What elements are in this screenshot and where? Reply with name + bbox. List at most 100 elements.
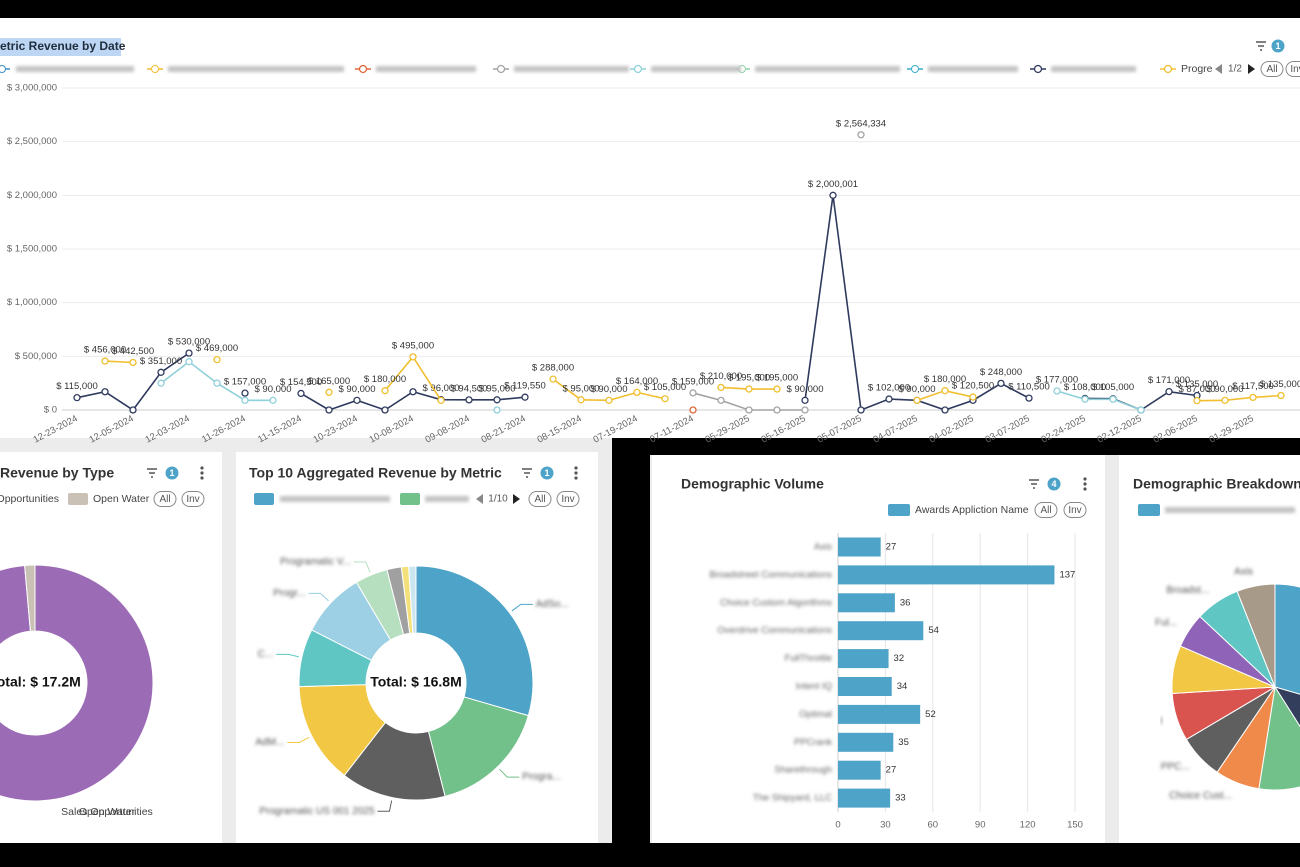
data-point <box>997 379 1005 388</box>
menu-dot[interactable] <box>200 476 204 480</box>
data-label: $ 248,000 <box>980 367 1022 378</box>
chart-title: etric Revenue by Date <box>0 39 126 53</box>
chart-title: Top 10 Aggregated Revenue by Metric <box>249 465 502 481</box>
y-tick-label: $ 2,000,000 <box>7 190 57 201</box>
slice <box>1274 583 1300 695</box>
pager-next[interactable] <box>513 494 520 504</box>
filter-badge-count[interactable]: 4 <box>1051 479 1056 489</box>
data-label: $ 90,000 <box>591 384 628 395</box>
filter-badge[interactable] <box>540 466 554 480</box>
data-point <box>1277 391 1285 400</box>
menu-dot[interactable] <box>574 471 578 475</box>
filter-badge-count[interactable]: 1 <box>544 468 549 478</box>
data-point <box>465 396 473 404</box>
toggle-pill[interactable] <box>556 491 580 507</box>
toggle-pill[interactable] <box>1034 502 1058 518</box>
toggle-label[interactable]: Inv <box>1068 505 1081 516</box>
legend-label-blurred <box>376 66 476 72</box>
menu-dot[interactable] <box>1083 482 1087 486</box>
toggle-pill[interactable] <box>1063 502 1087 518</box>
data-point <box>325 388 333 396</box>
data-label: $ 90,000 <box>787 384 824 395</box>
legend-marker <box>633 64 643 74</box>
y-tick-label: FullThrottle <box>784 653 832 664</box>
data-label: 34 <box>897 681 908 692</box>
filter-badge-count[interactable]: 1 <box>1275 41 1280 51</box>
x-tick-label: 90 <box>975 820 986 831</box>
y-tick-label: Overdrive Communications <box>717 625 832 636</box>
data-label: $ 108,000 <box>1064 382 1106 393</box>
filter-badge[interactable] <box>1047 477 1061 491</box>
filter-badge-count[interactable]: 1 <box>169 468 174 478</box>
slice-label: Programatic US 001 2025 <box>259 806 375 817</box>
slice <box>1236 583 1276 688</box>
data-point <box>549 375 557 383</box>
filter-badge[interactable] <box>1271 39 1285 53</box>
menu-dot[interactable] <box>1083 477 1087 481</box>
data-label: $ 90,000 <box>899 384 936 395</box>
bar <box>838 537 881 557</box>
data-label: $ 95,000 <box>563 383 600 394</box>
data-label: $ 119,550 <box>504 381 546 392</box>
data-label: $ 105,000 <box>644 382 686 393</box>
toggle-label[interactable]: Inv <box>1290 64 1300 75</box>
menu-dot[interactable] <box>574 466 578 470</box>
slice-label: Ful... <box>1155 617 1177 628</box>
pager-next[interactable] <box>1248 64 1255 74</box>
pager-prev[interactable] <box>476 494 483 504</box>
data-point <box>101 357 109 365</box>
legend-swatch <box>68 493 88 505</box>
data-label: $ 90,000 <box>255 384 292 395</box>
data-point <box>241 389 249 397</box>
toggle-label[interactable]: All <box>534 494 545 505</box>
toggle-pill[interactable] <box>1285 61 1300 77</box>
y-tick-label: Choice Custom Algorithms <box>720 597 832 608</box>
menu-dot[interactable] <box>574 476 578 480</box>
data-label: $ 2,564,334 <box>836 118 886 129</box>
y-tick-label: Optimal <box>799 709 832 720</box>
data-label: $ 180,000 <box>924 374 966 385</box>
toggle-label[interactable]: Inv <box>561 494 574 505</box>
data-label: $ 456,000 <box>84 345 126 356</box>
y-tick-label: Intent IQ <box>796 681 832 692</box>
slice-label: Sales Opportunities <box>61 806 153 818</box>
data-point <box>885 395 893 403</box>
data-label: $ 530,000 <box>168 337 210 348</box>
slice <box>1258 685 1300 791</box>
data-label: $ 154,500 <box>280 377 322 388</box>
data-point <box>493 396 501 404</box>
toggle-label[interactable]: All <box>159 494 170 505</box>
data-label: $ 90,000 <box>1207 384 1244 395</box>
toggle-pill[interactable] <box>153 491 177 507</box>
bar <box>838 677 892 696</box>
data-point <box>1165 387 1173 396</box>
toggle-label[interactable]: All <box>1040 505 1051 516</box>
toggle-pill[interactable] <box>528 491 552 507</box>
data-point <box>829 191 837 199</box>
x-tick-label: 30 <box>880 820 891 831</box>
data-point <box>1109 395 1117 403</box>
legend-label-blurred <box>514 66 629 72</box>
y-tick-label: $ 2,500,000 <box>7 136 57 147</box>
toggle-pill[interactable] <box>181 491 205 507</box>
pager-prev[interactable] <box>1215 64 1222 74</box>
toggle-pill[interactable] <box>1260 61 1284 77</box>
menu-dot[interactable] <box>200 471 204 475</box>
data-point <box>297 389 305 398</box>
chart-title: Demographic Volume <box>681 476 824 492</box>
data-point <box>1193 397 1201 405</box>
data-label: 54 <box>928 625 939 636</box>
center-label: Total: $ 16.8M <box>370 674 462 690</box>
menu-dot[interactable] <box>1083 487 1087 491</box>
data-point <box>73 394 81 402</box>
toggle-label[interactable]: All <box>1266 64 1277 75</box>
data-label: $ 135,000 <box>1260 379 1300 390</box>
toggle-label[interactable]: Inv <box>186 494 199 505</box>
menu-dot[interactable] <box>200 466 204 470</box>
data-point <box>773 385 781 393</box>
filter-badge[interactable] <box>165 466 179 480</box>
data-label: $ 117,500 <box>1232 381 1274 392</box>
data-point <box>801 396 809 404</box>
slice <box>408 565 417 634</box>
chart-title: Revenue by Type <box>0 465 114 481</box>
